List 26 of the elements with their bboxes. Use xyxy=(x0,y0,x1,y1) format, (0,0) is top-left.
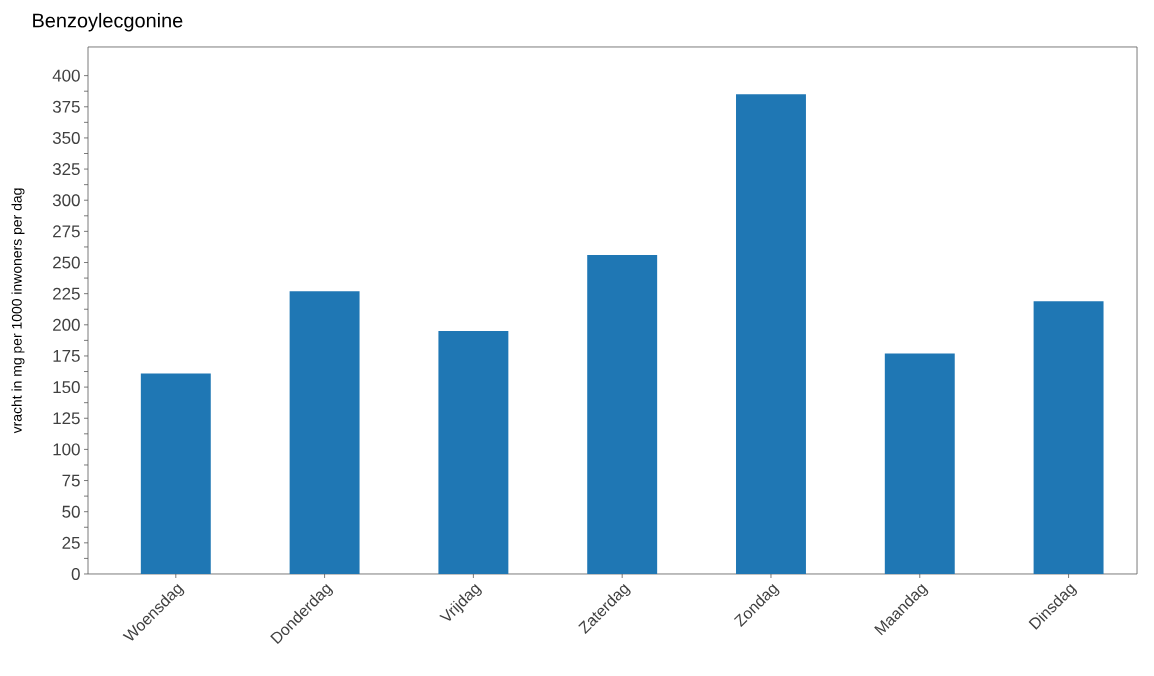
y-tick-label: 100 xyxy=(53,443,80,456)
y-tick-label: 50 xyxy=(62,505,80,518)
y-axis-title: vracht in mg per 1000 inwoners per dag xyxy=(11,188,25,434)
y-tick-label: 200 xyxy=(53,318,80,331)
y-tick-label: 400 xyxy=(52,69,80,82)
bar xyxy=(140,373,211,574)
y-tick-label: 25 xyxy=(62,536,80,549)
y-tick-label: 300 xyxy=(52,194,80,207)
bar xyxy=(736,94,806,574)
bar xyxy=(289,291,360,574)
y-tick-label: 125 xyxy=(53,412,80,425)
y-tick-label: 325 xyxy=(52,163,80,176)
bar xyxy=(438,331,509,574)
y-tick-label: 0 xyxy=(71,567,80,580)
bar xyxy=(587,255,658,574)
y-tick-label: 350 xyxy=(52,131,80,144)
y-tick-label: 375 xyxy=(52,100,80,113)
bar xyxy=(1033,301,1104,574)
chart-title: Benzoylecgonine xyxy=(33,12,183,32)
y-tick-label: 275 xyxy=(53,225,80,238)
y-tick-label: 175 xyxy=(53,350,80,362)
y-tick-label: 250 xyxy=(53,256,80,269)
y-tick-label: 225 xyxy=(53,287,80,300)
y-tick-label: 150 xyxy=(53,381,80,394)
bar xyxy=(884,353,955,574)
y-tick-label: 75 xyxy=(62,474,80,487)
